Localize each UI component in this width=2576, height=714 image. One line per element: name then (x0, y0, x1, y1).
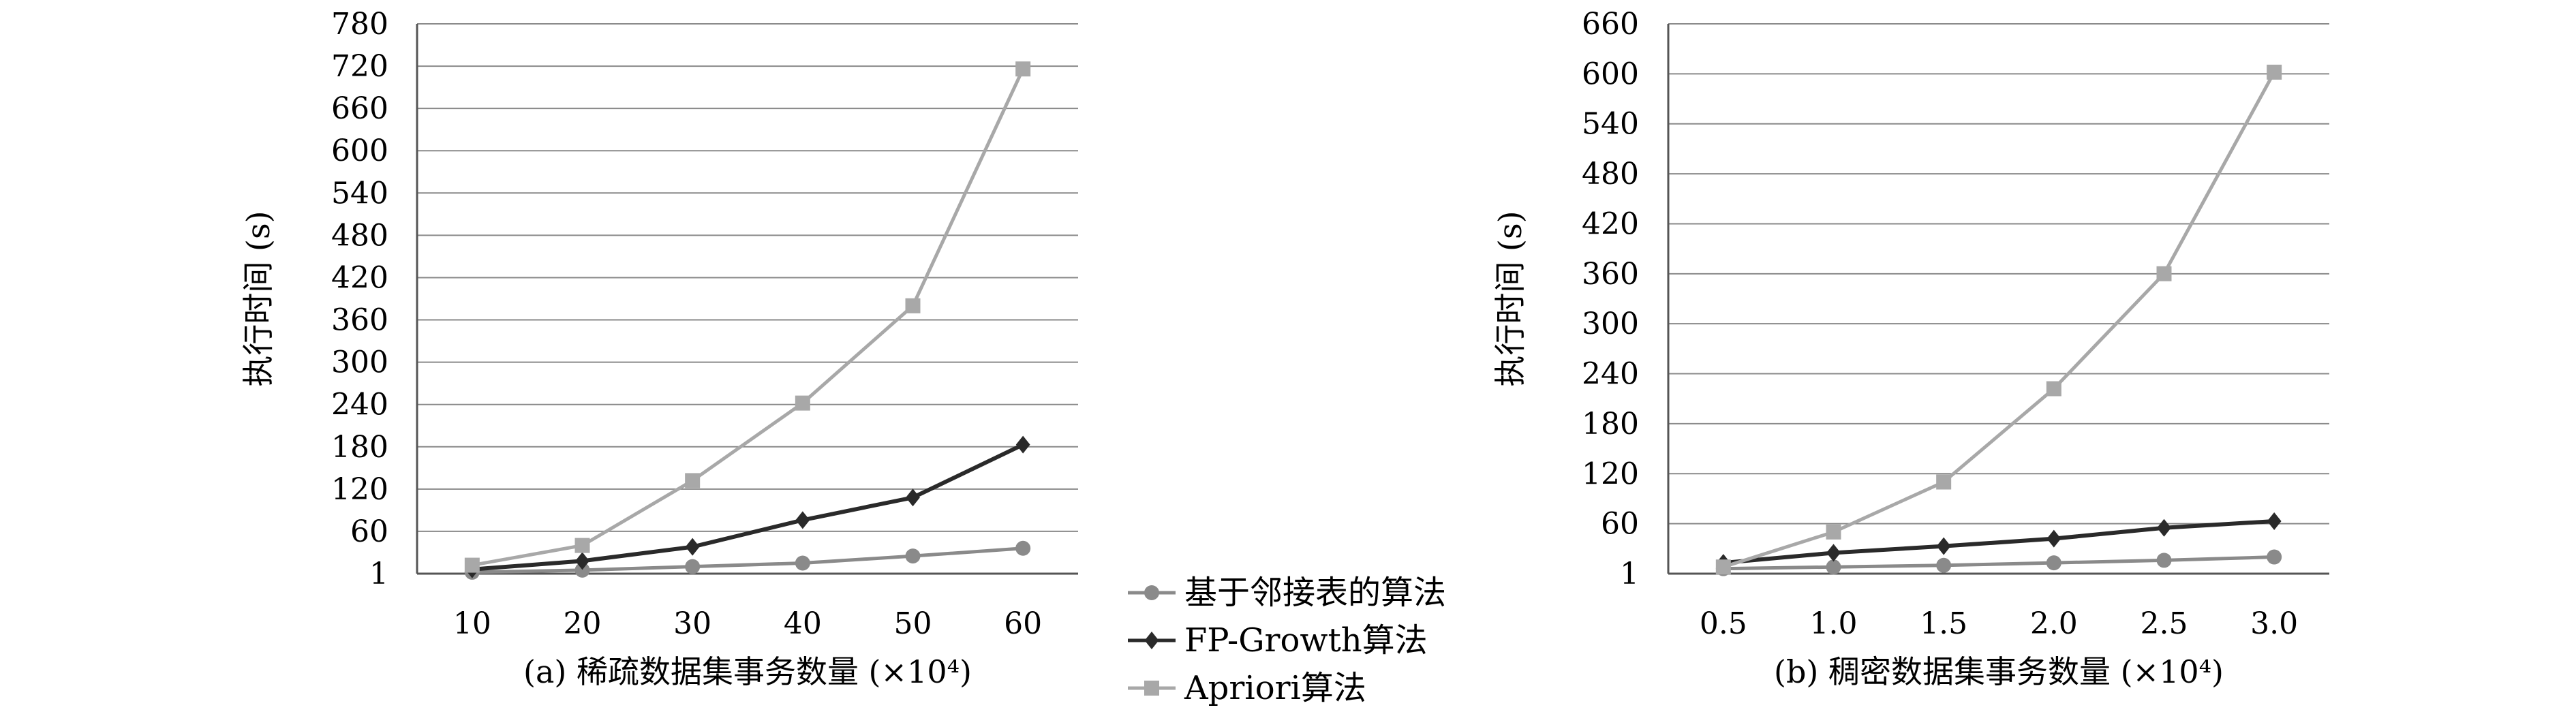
x-tick-label: 1.5 (1920, 606, 1967, 641)
data-point (795, 555, 810, 571)
y-tick-label: 720 (331, 49, 388, 84)
data-point (1015, 61, 1031, 77)
x-tick-label: 60 (1004, 606, 1042, 641)
y-axis-title: 执行时间 (s) (1492, 211, 1529, 386)
data-point (2046, 381, 2061, 397)
x-axis-title: (a) 稀疏数据集事务数量 (×10⁴) (523, 653, 972, 690)
y-tick-label: 60 (1601, 507, 1639, 542)
data-point (685, 559, 701, 574)
data-point (795, 395, 810, 411)
data-point (685, 538, 700, 556)
data-point (1936, 474, 1952, 490)
y-tick-label: 420 (1582, 206, 1639, 241)
x-tick-label: 30 (673, 606, 711, 641)
x-tick-label: 40 (784, 606, 822, 641)
data-point (2267, 549, 2282, 565)
y-tick-label: 120 (331, 472, 388, 507)
data-point (574, 538, 590, 553)
data-point (1936, 537, 1951, 555)
data-point (464, 557, 480, 573)
data-point (1015, 435, 1030, 454)
x-tick-label: 20 (564, 606, 602, 641)
y-axis-title: 执行时间 (s) (240, 211, 277, 386)
y-tick-label: 780 (331, 7, 388, 42)
y-tick-label: 660 (1582, 7, 1639, 42)
y-tick-label: 180 (331, 430, 388, 465)
series-line (472, 68, 1025, 568)
x-tick-label: 2.5 (2141, 606, 2188, 641)
data-point (1936, 557, 1952, 573)
y-tick-label: 480 (331, 218, 388, 253)
series-line (1723, 71, 2276, 569)
data-point (2046, 529, 2061, 548)
x-tick-label: 2.0 (2030, 606, 2078, 641)
y-tick-label: 600 (331, 134, 388, 168)
y-tick-label: 540 (331, 176, 388, 211)
y-tick-label: 360 (331, 303, 388, 338)
data-point (2267, 64, 2282, 80)
y-tick-label: 480 (1582, 157, 1639, 191)
data-point (2156, 553, 2172, 568)
data-point (2267, 512, 2282, 530)
legend: 基于邻接表的算法 FP-Growth算法 Apriori算法 (1128, 574, 1446, 707)
data-point (2046, 555, 2061, 571)
y-tick-label: 60 (350, 514, 388, 549)
data-point (1715, 559, 1731, 575)
data-point (1826, 524, 1841, 540)
legend-label: FP-Growth算法 (1184, 621, 1428, 659)
data-point (905, 548, 921, 564)
y-tick-label: 300 (1582, 307, 1639, 341)
data-point (1015, 540, 1031, 556)
legend-marker (1144, 632, 1159, 649)
data-point (905, 298, 921, 313)
data-point (2157, 518, 2171, 537)
legend-marker (1144, 681, 1159, 696)
series-line (472, 442, 1024, 572)
data-point (574, 562, 590, 578)
x-tick-label: 3.0 (2250, 606, 2298, 641)
legend-label: Apriori算法 (1184, 669, 1366, 707)
legend-marker (1144, 585, 1159, 600)
series-line (1723, 518, 2275, 565)
data-point (1826, 544, 1841, 562)
series-line (472, 546, 1024, 574)
data-point (2156, 266, 2172, 281)
y-tick-label: 1 (1620, 557, 1639, 591)
data-point (1826, 559, 1841, 575)
x-tick-label: 0.5 (1700, 606, 1747, 641)
legend-label: 基于邻接表的算法 (1184, 574, 1446, 612)
chart-b: 1 60 120 180 240 300 360 420 480 540 600 660 0.5 1.0 1… (1492, 7, 2329, 690)
data-point (575, 552, 589, 570)
y-tick-label: 420 (331, 260, 388, 295)
data-point (685, 473, 701, 488)
x-tick-label: 50 (894, 606, 932, 641)
x-tick-label: 10 (453, 606, 491, 641)
x-tick-label: 1.0 (1810, 606, 1858, 641)
series-line (1723, 555, 2275, 571)
y-tick-label: 120 (1582, 456, 1639, 491)
y-tick-label: 600 (1582, 57, 1639, 91)
data-point (906, 488, 920, 507)
y-tick-label: 660 (331, 91, 388, 126)
y-tick-label: 240 (331, 388, 388, 422)
y-tick-label: 360 (1582, 257, 1639, 292)
y-tick-label: 540 (1582, 107, 1639, 142)
y-tick-label: 240 (1582, 357, 1639, 392)
y-tick-label: 180 (1582, 407, 1639, 441)
y-tick-label: 300 (331, 345, 388, 380)
x-axis-title: (b) 稠密数据集事务数量 (×10⁴) (1774, 653, 2224, 690)
y-tick-label: 1 (369, 557, 388, 591)
data-point (795, 511, 810, 529)
chart-a: 1 60 120 180 240 300 360 420 480 540 600 660 720 780 1… (240, 7, 1078, 690)
